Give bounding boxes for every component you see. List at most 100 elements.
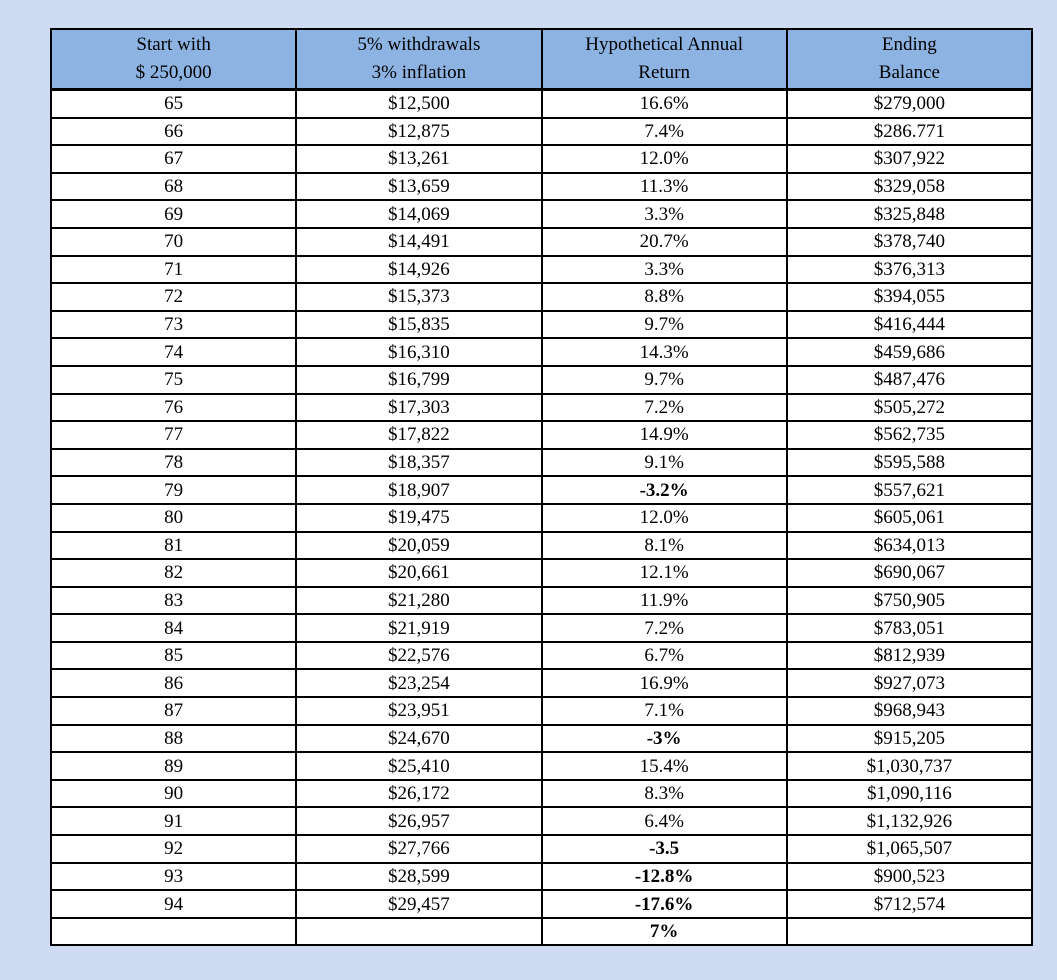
age-cell: 85 [49, 640, 298, 671]
withdrawal-cell: $14,926 [295, 254, 543, 285]
return-cell: 20.7% [540, 226, 788, 257]
header-annual-return: Hypothetical Annual Return [540, 28, 788, 91]
table-row: 92 $27,766 -3.5 $1,065,507 [49, 834, 1034, 864]
table-row: 68 $13,659 11.3% $329,058 [49, 171, 1034, 202]
return-cell: -3.5 [540, 834, 788, 864]
return-cell: 7.1% [540, 696, 788, 726]
age-cell [49, 916, 298, 947]
age-cell: 70 [49, 226, 298, 257]
balance-cell: $605,061 [785, 502, 1034, 533]
withdrawal-cell: $21,919 [295, 613, 543, 643]
balance-cell: $307,922 [785, 144, 1034, 174]
withdrawal-cell: $18,357 [295, 447, 543, 478]
age-cell: 90 [49, 778, 298, 809]
table-row: 69 $14,069 3.3% $325,848 [49, 199, 1034, 229]
header-annual-return-line2: Return [638, 62, 690, 83]
table-row: 86 $23,254 16.9% $927,073 [49, 668, 1034, 699]
table-row: 65 $12,500 16.6% $279,000 [49, 88, 1034, 119]
age-cell: 67 [49, 144, 298, 174]
balance-cell [785, 916, 1034, 947]
age-cell: 68 [49, 171, 298, 202]
return-cell: 12.0% [540, 502, 788, 533]
balance-cell: $459,686 [785, 337, 1034, 367]
balance-cell: $1,132,926 [785, 806, 1034, 837]
balance-cell: $416,444 [785, 309, 1034, 340]
withdrawal-cell: $16,310 [295, 337, 543, 367]
withdrawal-cell: $17,822 [295, 420, 543, 450]
return-cell: 3.3% [540, 199, 788, 229]
table-row: 75 $16,799 9.7% $487,476 [49, 364, 1034, 395]
balance-cell: $325,848 [785, 199, 1034, 229]
withdrawal-cell: $12,875 [295, 116, 543, 147]
return-cell: 8.8% [540, 282, 788, 312]
balance-cell: $505,272 [785, 392, 1034, 423]
age-cell: 71 [49, 254, 298, 285]
balance-cell: $783,051 [785, 613, 1034, 643]
withdrawal-cell: $15,373 [295, 282, 543, 312]
return-cell: 16.9% [540, 668, 788, 699]
balance-cell: $378,740 [785, 226, 1034, 257]
header-ending-balance: Ending Balance [785, 28, 1034, 91]
withdrawal-cell: $28,599 [295, 861, 543, 892]
withdrawal-cell: $22,576 [295, 640, 543, 671]
age-cell: 89 [49, 751, 298, 781]
withdrawal-cell: $23,254 [295, 668, 543, 699]
withdrawal-cell: $20,661 [295, 558, 543, 588]
return-cell: 15.4% [540, 751, 788, 781]
withdrawal-cell: $27,766 [295, 834, 543, 864]
header-ending-balance-line1: Ending [881, 34, 937, 55]
age-cell: 91 [49, 806, 298, 837]
table-row: 79 $18,907 -3.2% $557,621 [49, 475, 1034, 505]
table-row: 84 $21,919 7.2% $783,051 [49, 613, 1034, 643]
header-start-with: Start with $ 250,000 [49, 28, 298, 91]
header-row: Start with $ 250,000 5% withdrawals 3% i… [49, 28, 1034, 91]
return-cell: 11.3% [540, 171, 788, 202]
balance-cell: $927,073 [785, 668, 1034, 699]
table-row: 74 $16,310 14.3% $459,686 [49, 337, 1034, 367]
table-row: 89 $25,410 15.4% $1,030,737 [49, 751, 1034, 781]
table-row: 70 $14,491 20.7% $378,740 [49, 226, 1034, 257]
return-cell: 9.7% [540, 364, 788, 395]
age-cell: 77 [49, 420, 298, 450]
age-cell: 84 [49, 613, 298, 643]
return-cell: 12.1% [540, 558, 788, 588]
balance-cell: $1,065,507 [785, 834, 1034, 864]
table-row: 80 $19,475 12.0% $605,061 [49, 502, 1034, 533]
balance-cell: $915,205 [785, 723, 1034, 754]
header-withdrawals-line2: 3% inflation [371, 62, 467, 83]
age-cell: 74 [49, 337, 298, 367]
return-cell: 7% [540, 916, 788, 947]
table-row: 77 $17,822 14.9% $562,735 [49, 420, 1034, 450]
balance-cell: $712,574 [785, 889, 1034, 919]
withdrawal-cell: $24,670 [295, 723, 543, 754]
withdrawal-cell: $26,172 [295, 778, 543, 809]
balance-cell: $634,013 [785, 530, 1034, 561]
return-cell: 6.4% [540, 806, 788, 837]
age-cell: 83 [49, 585, 298, 616]
balance-cell: $557,621 [785, 475, 1034, 505]
balance-cell: $1,090,116 [785, 778, 1034, 809]
age-cell: 81 [49, 530, 298, 561]
age-cell: 92 [49, 834, 298, 864]
return-cell: 11.9% [540, 585, 788, 616]
return-cell: -3% [540, 723, 788, 754]
table-row: 7% [49, 916, 1034, 947]
age-cell: 86 [49, 668, 298, 699]
header-withdrawals-line1: 5% withdrawals [357, 34, 481, 55]
age-cell: 72 [49, 282, 298, 312]
return-cell: 7.4% [540, 116, 788, 147]
balance-cell: $812,939 [785, 640, 1034, 671]
return-cell: 9.7% [540, 309, 788, 340]
balance-cell: $750,905 [785, 585, 1034, 616]
balance-cell: $279,000 [785, 88, 1034, 119]
table-row: 93 $28,599 -12.8% $900,523 [49, 861, 1034, 892]
return-cell: 8.3% [540, 778, 788, 809]
age-cell: 87 [49, 696, 298, 726]
return-cell: -17.6% [540, 889, 788, 919]
table-row: 91 $26,957 6.4% $1,132,926 [49, 806, 1034, 837]
table-row: 88 $24,670 -3% $915,205 [49, 723, 1034, 754]
table-row: 87 $23,951 7.1% $968,943 [49, 696, 1034, 726]
table-row: 90 $26,172 8.3% $1,090,116 [49, 778, 1034, 809]
return-cell: 6.7% [540, 640, 788, 671]
